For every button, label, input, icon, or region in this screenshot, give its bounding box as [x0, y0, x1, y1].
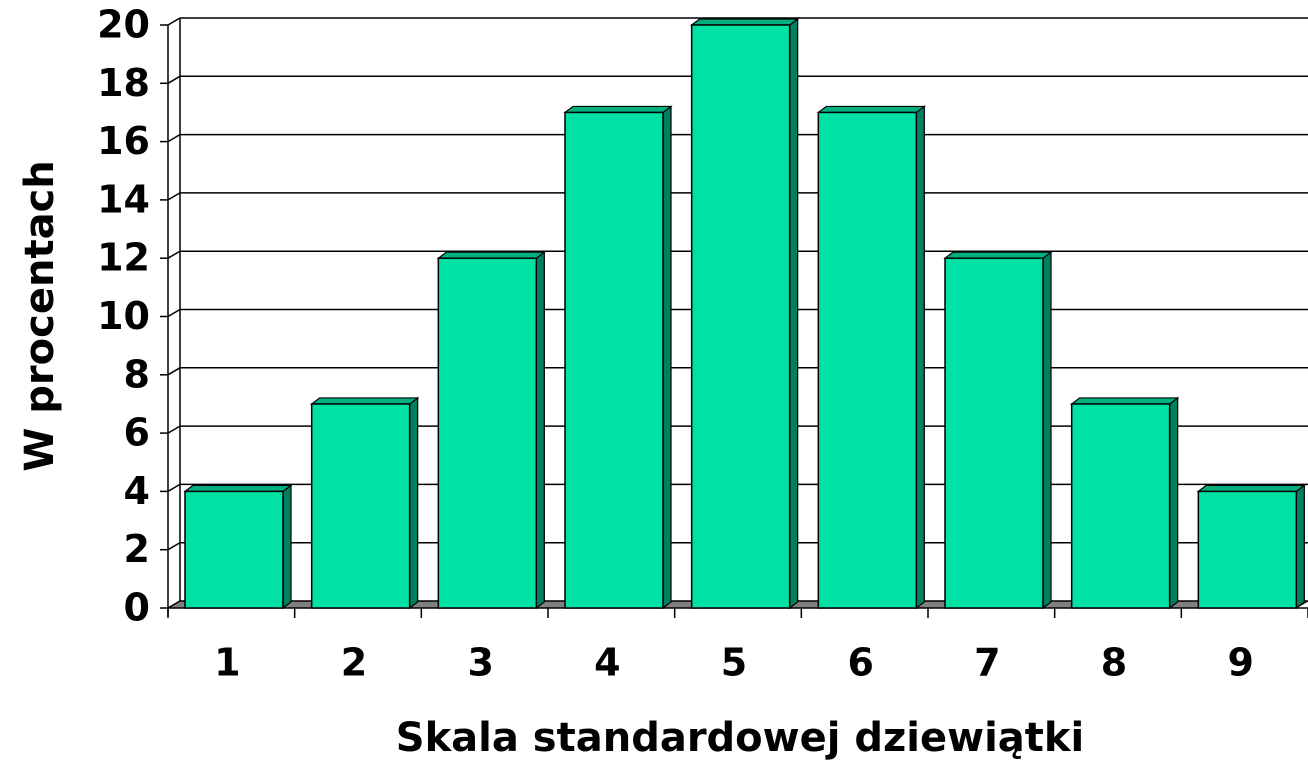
y-tick-label: 0 [124, 586, 150, 630]
bar-side [789, 17, 799, 610]
bar [1197, 490, 1298, 609]
bar-side [282, 484, 292, 610]
x-tick-label: 1 [214, 641, 240, 685]
bar-top [309, 397, 420, 405]
grid-line [167, 308, 1308, 318]
grid-line [167, 192, 1308, 201]
y-tick-label: 20 [97, 3, 150, 47]
x-tick-label: 2 [341, 641, 367, 685]
grid-line [167, 600, 1308, 609]
bar [437, 257, 538, 609]
x-axis-title: Skala standardowej dziewiątki [396, 715, 1084, 761]
bar-side [662, 105, 672, 610]
grid-line [167, 425, 1308, 434]
x-tick-label: 5 [721, 641, 747, 685]
bar-top [1196, 484, 1307, 492]
bar-side [1295, 484, 1305, 610]
bar [184, 490, 284, 609]
grid-line [167, 367, 1308, 376]
bar-top [816, 105, 927, 114]
grid-line [167, 75, 1308, 84]
bar [564, 111, 664, 609]
y-tick-label: 4 [124, 469, 150, 513]
bar-top [563, 105, 673, 114]
y-tick-label: 18 [97, 61, 150, 105]
bar-top [689, 18, 800, 26]
grid-line [167, 133, 1308, 143]
bar [690, 24, 791, 609]
grid-line [167, 541, 1308, 551]
bar [817, 111, 918, 609]
y-axis-title: W procentach [17, 160, 63, 472]
bar [1070, 403, 1171, 609]
bar-top [943, 251, 1053, 259]
x-tick-label: 3 [467, 641, 493, 685]
bar-side [915, 105, 925, 610]
bar-side [409, 396, 419, 610]
x-tick-label: 8 [1101, 641, 1127, 685]
x-tick-label: 7 [974, 641, 1000, 685]
grid-line [167, 17, 1308, 26]
y-tick-label: 14 [97, 177, 150, 221]
y-tick-label: 8 [124, 352, 150, 396]
grid-line [167, 483, 1308, 493]
bar-top [1069, 397, 1180, 405]
bar-side [535, 250, 545, 610]
bar-side [1169, 396, 1179, 610]
x-tick-label: 4 [594, 641, 620, 685]
x-tick-label: 6 [847, 641, 873, 685]
y-tick-label: 2 [124, 527, 150, 571]
y-tick-label: 16 [97, 119, 150, 163]
grid-line [167, 250, 1308, 259]
bar [310, 403, 411, 609]
bar-top [436, 251, 547, 259]
y-tick-label: 6 [124, 411, 150, 455]
x-tick-label: 9 [1227, 641, 1253, 685]
y-tick-label: 10 [97, 294, 150, 338]
bar [944, 257, 1044, 609]
y-tick-label: 12 [97, 236, 150, 280]
bar-side [1042, 250, 1052, 610]
bar-top [183, 484, 293, 492]
